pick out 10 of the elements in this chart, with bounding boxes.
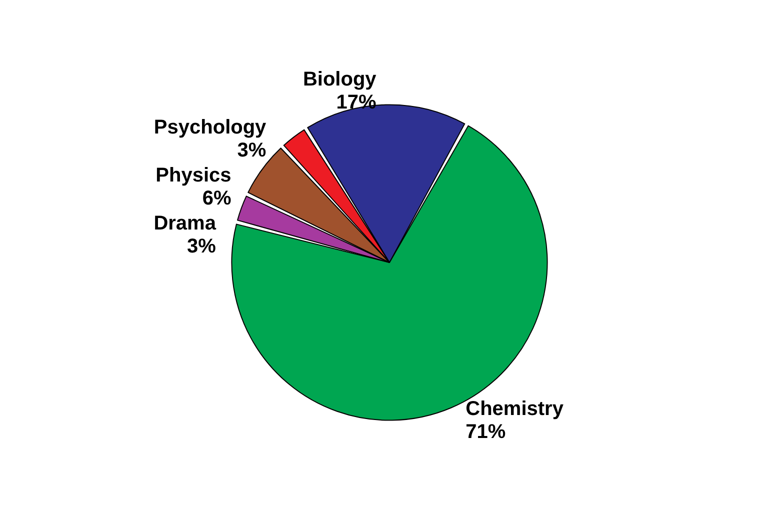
slice-label: Biology — [302, 68, 378, 90]
slice-label: Psychology — [154, 116, 268, 138]
slice-label: Physics — [156, 164, 232, 186]
data-label: 17% — [336, 91, 377, 114]
data-label: 3% — [187, 235, 216, 258]
data-label: 6% — [202, 187, 232, 210]
slice-label: Drama — [154, 212, 217, 234]
slice-label: Chemistry — [466, 398, 564, 420]
data-label: 3% — [237, 139, 266, 162]
data-label: 71% — [466, 421, 506, 444]
